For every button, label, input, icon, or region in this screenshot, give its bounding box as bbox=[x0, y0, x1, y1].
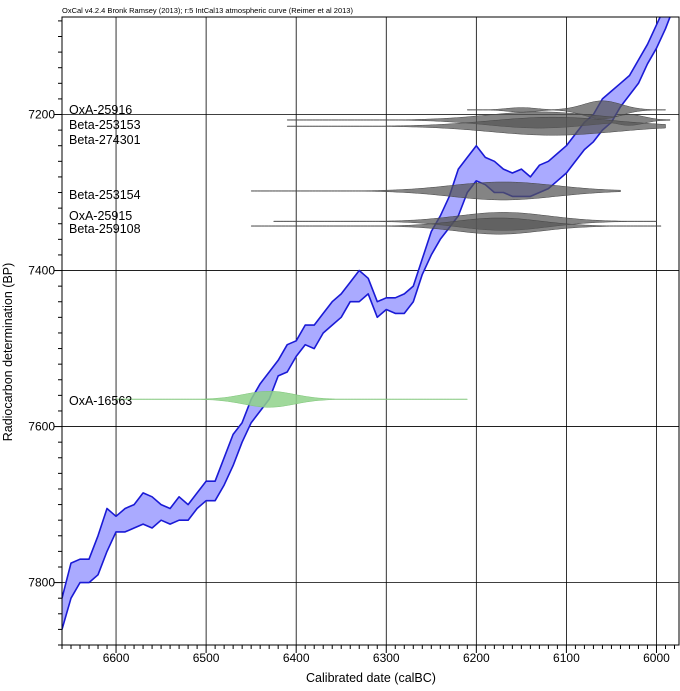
x-tick-label: 6300 bbox=[373, 651, 400, 665]
sample-oxa-16563: OxA-16563 bbox=[69, 391, 468, 408]
sample-distribution bbox=[250, 217, 662, 235]
plot-frame bbox=[61, 16, 680, 646]
curve-lower-bound bbox=[62, 17, 671, 630]
y-tick-label: 7600 bbox=[28, 420, 55, 434]
chart-header: OxCal v4.2.4 Bronk Ramsey (2013); r:5 In… bbox=[62, 6, 353, 15]
y-tick-label: 7800 bbox=[28, 576, 55, 590]
calibration-curve bbox=[62, 17, 671, 630]
sample-label: OxA-25915 bbox=[69, 209, 132, 223]
curve-band bbox=[62, 17, 670, 630]
sample-label: OxA-25916 bbox=[69, 103, 132, 117]
sample-label: OxA-16563 bbox=[69, 394, 132, 408]
sample-distribution bbox=[250, 181, 621, 201]
x-tick-label: 6600 bbox=[103, 651, 130, 665]
y-axis-title: Radiocarbon determination (BP) bbox=[1, 263, 15, 442]
x-tick-label: 6400 bbox=[283, 651, 310, 665]
sample-distribution bbox=[115, 391, 468, 408]
sample-beta-274301: Beta-274301 bbox=[69, 116, 666, 147]
frame-rect bbox=[61, 16, 680, 646]
sample-distribution bbox=[467, 100, 666, 120]
sample-oxa-25916: OxA-25916 bbox=[69, 100, 666, 120]
sample-label: Beta-253153 bbox=[69, 118, 141, 132]
x-tick-label: 6000 bbox=[643, 651, 670, 665]
axis-ticks: 6600 6500 6400 6300 6200 6100 6000 7200 7400 7600… bbox=[28, 20, 675, 665]
x-axis-title: Calibrated date (calBC) bbox=[306, 671, 436, 685]
sample-distribution bbox=[286, 116, 666, 136]
x-tick-label: 6500 bbox=[193, 651, 220, 665]
sample-label: Beta-259108 bbox=[69, 222, 141, 236]
x-tick-label: 6100 bbox=[553, 651, 580, 665]
y-tick-label: 7200 bbox=[28, 108, 55, 122]
y-tick-label: 7400 bbox=[28, 264, 55, 278]
sample-label: Beta-253154 bbox=[69, 188, 141, 202]
sample-beta-259108: Beta-259108 bbox=[69, 217, 662, 236]
curve-upper-bound bbox=[62, 17, 661, 599]
x-tick-label: 6200 bbox=[463, 651, 490, 665]
sample-label: Beta-274301 bbox=[69, 133, 141, 147]
sample-beta-253154: Beta-253154 bbox=[69, 181, 621, 202]
